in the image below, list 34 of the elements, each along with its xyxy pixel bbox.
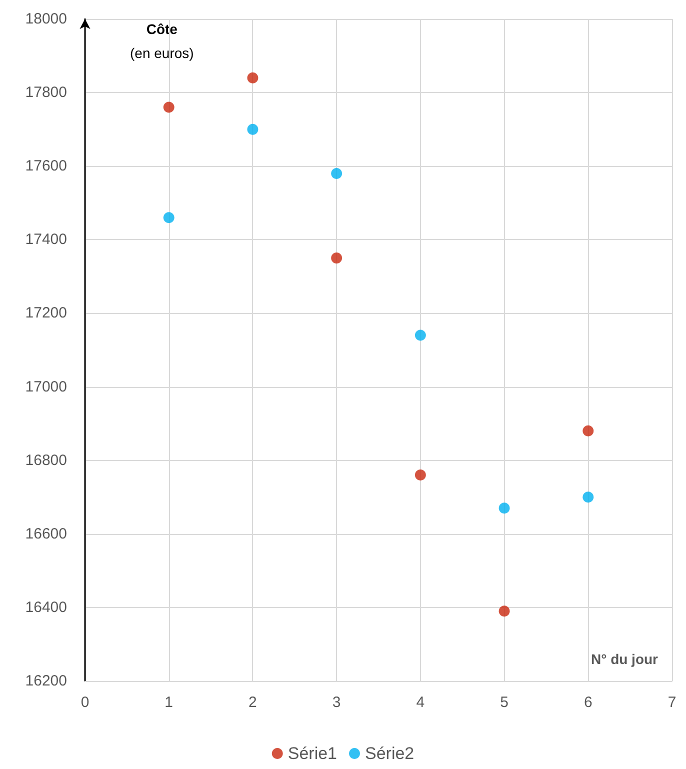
point: [498, 502, 510, 514]
point: [498, 606, 510, 617]
y-tick-label: 17600: [25, 158, 67, 175]
y-tick-label: 16800: [25, 452, 67, 469]
point: [582, 425, 594, 436]
point: [414, 470, 426, 481]
x-tick-label: 0: [80, 694, 90, 711]
legend-label: Série1: [288, 744, 337, 763]
point: [331, 168, 342, 179]
y-tick-label: 17400: [25, 231, 67, 248]
y-tick-label: 16200: [25, 672, 67, 690]
y-tick-label: 17800: [25, 84, 67, 102]
y-tick-label: 16400: [25, 598, 67, 616]
point: [247, 72, 258, 84]
x-tick-label: 2: [248, 694, 257, 711]
point: [163, 212, 174, 224]
legend-label: Série2: [365, 744, 414, 763]
x-tick-label: 1: [164, 694, 174, 711]
y-tick-label: 17200: [25, 304, 67, 322]
y-tick-label: 17000: [25, 378, 67, 396]
y-axis-title: Côte (en euros): [130, 21, 194, 61]
point: [414, 330, 426, 341]
y-tick-label: 16600: [25, 525, 67, 542]
point: [247, 124, 258, 135]
x-tick-label: 5: [500, 694, 508, 711]
x-tick-label: 7: [668, 694, 676, 711]
x-tick-label: 3: [332, 694, 341, 711]
point: [163, 102, 174, 113]
point: [331, 252, 342, 264]
x-tick-label: 4: [416, 694, 425, 711]
point: [582, 492, 594, 503]
x-tick-label: 6: [584, 694, 592, 711]
x-axis-title: N° du jour: [590, 651, 659, 667]
y-tick-label: 18000: [25, 10, 67, 28]
